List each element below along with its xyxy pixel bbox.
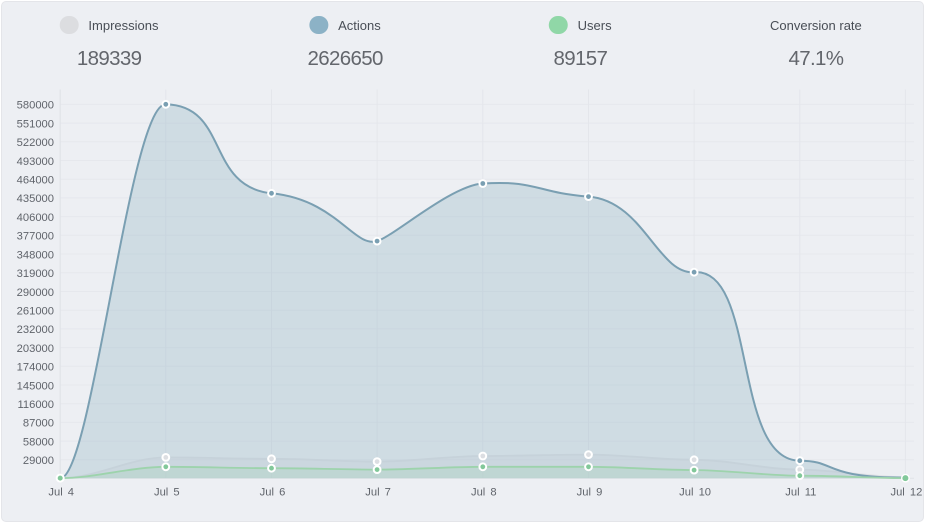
svg-text:377000: 377000: [17, 231, 54, 243]
svg-text:Jul 5: Jul 5: [154, 486, 180, 498]
svg-text:522000: 522000: [17, 137, 54, 149]
svg-text:290000: 290000: [17, 287, 54, 299]
svg-text:232000: 232000: [17, 324, 54, 336]
svg-text:116000: 116000: [17, 399, 54, 411]
svg-text:551000: 551000: [17, 118, 54, 130]
svg-text:Jul 12: Jul 12: [890, 486, 922, 498]
svg-text:145000: 145000: [17, 380, 54, 392]
svg-text:261000: 261000: [17, 306, 54, 318]
svg-text:580000: 580000: [17, 100, 54, 112]
svg-text:435000: 435000: [17, 193, 54, 205]
svg-text:Jul 4: Jul 4: [48, 486, 74, 498]
svg-text:319000: 319000: [17, 268, 54, 280]
svg-text:203000: 203000: [17, 343, 54, 355]
svg-text:Jul 7: Jul 7: [365, 486, 391, 498]
svg-text:Jul 11: Jul 11: [785, 486, 816, 498]
svg-text:87000: 87000: [23, 418, 54, 430]
svg-text:Jul 8: Jul 8: [471, 486, 497, 498]
svg-text:174000: 174000: [17, 362, 54, 374]
svg-text:493000: 493000: [17, 156, 54, 168]
svg-text:Jul 10: Jul 10: [679, 486, 711, 498]
svg-text:Jul 6: Jul 6: [260, 486, 286, 498]
svg-text:Jul 9: Jul 9: [577, 486, 603, 498]
svg-text:58000: 58000: [23, 436, 54, 448]
svg-text:348000: 348000: [17, 249, 54, 261]
svg-text:406000: 406000: [17, 212, 54, 224]
svg-text:29000: 29000: [23, 455, 54, 467]
svg-text:464000: 464000: [17, 175, 54, 187]
